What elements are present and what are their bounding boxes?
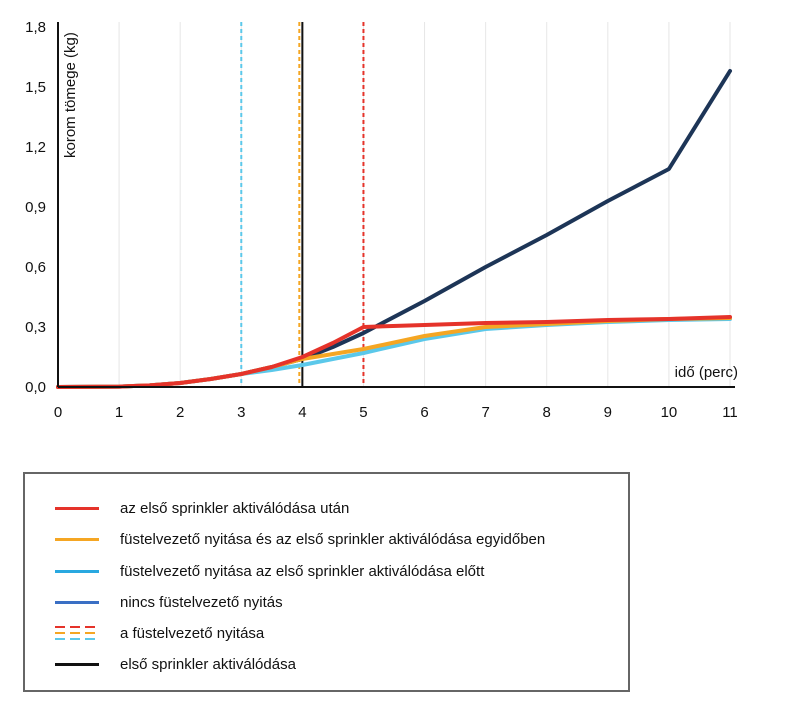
series-line bbox=[56, 69, 732, 389]
legend-swatch-orange-line bbox=[55, 529, 99, 549]
legend-line bbox=[55, 601, 99, 604]
legend-item-no-vent: nincs füstelvezető nyitás bbox=[55, 592, 283, 612]
x-tick-label: 11 bbox=[722, 404, 738, 421]
x-tick-label: 9 bbox=[604, 404, 612, 421]
chart: 0 1 2 3 4 5 6 7 8 9 10 11 0,0 0,3 0,6 0,9 1,2 1,5 1,8 koro… bbox=[25, 19, 738, 421]
x-tick-label: 4 bbox=[298, 404, 306, 421]
y-tick-label: 0,9 bbox=[25, 199, 46, 216]
y-tick-label: 0,6 bbox=[25, 259, 46, 276]
legend-swatch-red-line bbox=[55, 498, 99, 518]
vertical-markers bbox=[240, 22, 365, 387]
legend: az első sprinkler aktiválódása után füst… bbox=[23, 472, 630, 692]
legend-label: az első sprinkler aktiválódása után bbox=[120, 499, 350, 517]
legend-line bbox=[55, 570, 99, 573]
x-tick-label: 5 bbox=[359, 404, 367, 421]
x-tick-label: 1 bbox=[115, 404, 123, 421]
legend-item-before-sprinkler: füstelvezető nyitása az első sprinkler a… bbox=[55, 561, 484, 581]
legend-label: a füstelvezető nyitása bbox=[120, 624, 265, 642]
x-axis-label: idő (perc) bbox=[675, 364, 738, 381]
y-axis-label: korom tömege (kg) bbox=[62, 32, 79, 158]
axes bbox=[57, 22, 735, 388]
series-line bbox=[56, 317, 732, 389]
legend-label: nincs füstelvezető nyitás bbox=[120, 593, 283, 611]
legend-dash bbox=[55, 638, 95, 640]
legend-line bbox=[55, 507, 99, 510]
grid-lines bbox=[118, 22, 731, 387]
y-tick-label: 1,8 bbox=[25, 19, 46, 36]
legend-swatch-dashed-lines bbox=[55, 623, 99, 643]
series-line bbox=[56, 315, 732, 389]
legend-item-after-sprinkler: az első sprinkler aktiválódása után bbox=[55, 498, 349, 518]
x-tick-label: 0 bbox=[54, 404, 62, 421]
series-lines bbox=[56, 69, 732, 389]
x-tick-label: 3 bbox=[237, 404, 245, 421]
legend-swatch-cyan-line bbox=[55, 561, 99, 581]
y-tick-label: 0,0 bbox=[25, 379, 46, 396]
y-tick-label: 0,3 bbox=[25, 319, 46, 336]
x-tick-label: 10 bbox=[661, 404, 678, 421]
x-tick-label: 2 bbox=[176, 404, 184, 421]
legend-line bbox=[55, 538, 99, 541]
y-tick-label: 1,2 bbox=[25, 139, 46, 156]
legend-swatch-blue-line bbox=[55, 592, 99, 612]
tick-labels: 0 1 2 3 4 5 6 7 8 9 10 11 0,0 0,3 0,6 0,9 1,2 1,5 1,8 bbox=[25, 19, 738, 421]
legend-item-simultaneous: füstelvezető nyitása és az első sprinkle… bbox=[55, 529, 545, 549]
legend-line bbox=[55, 663, 99, 666]
legend-label: füstelvezető nyitása és az első sprinkle… bbox=[120, 530, 546, 548]
legend-item-vent-opening: a füstelvezető nyitása bbox=[55, 623, 264, 643]
legend-item-sprinkler-activation: első sprinkler aktiválódása bbox=[55, 654, 296, 674]
legend-swatch-black-line bbox=[55, 654, 99, 674]
x-tick-label: 8 bbox=[543, 404, 551, 421]
x-tick-label: 7 bbox=[481, 404, 489, 421]
series-line bbox=[56, 316, 732, 389]
y-tick-label: 1,5 bbox=[25, 79, 46, 96]
legend-label: első sprinkler aktiválódása bbox=[120, 655, 296, 673]
legend-dash bbox=[55, 626, 95, 628]
x-tick-label: 6 bbox=[420, 404, 428, 421]
legend-label: füstelvezető nyitása az első sprinkler a… bbox=[120, 562, 485, 580]
legend-dash bbox=[55, 632, 95, 634]
